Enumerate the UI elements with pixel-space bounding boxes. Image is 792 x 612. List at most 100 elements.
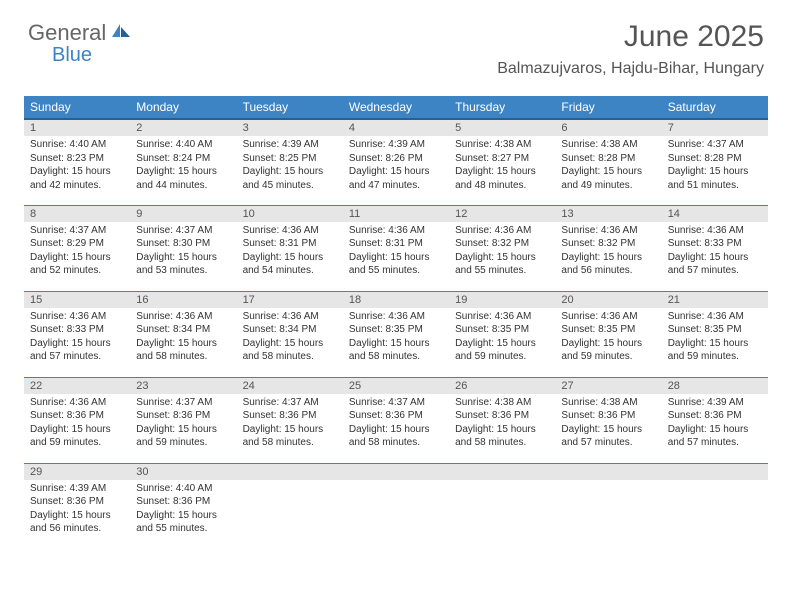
sun-info: Sunrise: 4:40 AMSunset: 8:36 PMDaylight:… (136, 482, 230, 536)
sun-info: Sunrise: 4:38 AMSunset: 8:27 PMDaylight:… (455, 138, 549, 192)
sun-info: Sunrise: 4:40 AMSunset: 8:24 PMDaylight:… (136, 138, 230, 192)
weekday-header: Saturday (662, 96, 768, 119)
calendar-week-row: 15 Sunrise: 4:36 AMSunset: 8:33 PMDayligh… (24, 291, 768, 377)
calendar-day-cell: 28Sunrise: 4:39 AMSunset: 8:36 PMDayligh… (662, 377, 768, 463)
sun-info: Sunrise: 4:39 AMSunset: 8:26 PMDaylight:… (349, 138, 443, 192)
day-info: Sunrise: 4:38 AMSunset: 8:28 PMDaylight:… (555, 138, 661, 196)
calendar-day-cell: 22 Sunrise: 4:36 AMSunset: 8:36 PMDayligh… (24, 377, 130, 463)
day-info: Sunrise: 4:36 AMSunset: 8:33 PMDaylight:… (24, 310, 130, 368)
day-number: 13 (555, 206, 661, 222)
weekday-header-row: SundayMondayTuesdayWednesdayThursdayFrid… (24, 96, 768, 119)
month-title: June 2025 (497, 20, 764, 54)
sun-info: Sunrise: 4:36 AMSunset: 8:35 PMDaylight:… (455, 310, 549, 364)
day-info: Sunrise: 4:40 AMSunset: 8:24 PMDaylight:… (130, 138, 236, 196)
calendar-day-cell: 17Sunrise: 4:36 AMSunset: 8:34 PMDayligh… (237, 291, 343, 377)
day-number: 6 (555, 120, 661, 136)
day-number: 26 (449, 378, 555, 394)
day-info: Sunrise: 4:36 AMSunset: 8:32 PMDaylight:… (555, 224, 661, 282)
calendar-day-cell: 16 Sunrise: 4:36 AMSunset: 8:34 PMDayligh… (130, 291, 236, 377)
day-info: Sunrise: 4:40 AMSunset: 8:36 PMDaylight:… (130, 482, 236, 540)
calendar-day-cell: 18 Sunrise: 4:36 AMSunset: 8:35 PMDayligh… (343, 291, 449, 377)
sun-info: Sunrise: 4:37 AMSunset: 8:28 PMDaylight:… (668, 138, 762, 192)
calendar-day-cell: 27Sunrise: 4:38 AMSunset: 8:36 PMDayligh… (555, 377, 661, 463)
calendar-day-cell (449, 463, 555, 549)
calendar-table: SundayMondayTuesdayWednesdayThursdayFrid… (24, 96, 768, 549)
calendar-day-cell: 14 Sunrise: 4:36 AMSunset: 8:33 PMDayligh… (662, 205, 768, 291)
calendar-day-cell: 29Sunrise: 4:39 AMSunset: 8:36 PMDayligh… (24, 463, 130, 549)
day-info: Sunrise: 4:36 AMSunset: 8:34 PMDaylight:… (237, 310, 343, 368)
calendar-day-cell: 24 Sunrise: 4:37 AMSunset: 8:36 PMDayligh… (237, 377, 343, 463)
location: Balmazujvaros, Hajdu-Bihar, Hungary (497, 60, 764, 78)
day-info: Sunrise: 4:37 AMSunset: 8:36 PMDaylight:… (343, 396, 449, 454)
day-number: 8 (24, 206, 130, 222)
day-number: 20 (555, 292, 661, 308)
calendar-day-cell: 20 Sunrise: 4:36 AMSunset: 8:35 PMDayligh… (555, 291, 661, 377)
day-info: Sunrise: 4:36 AMSunset: 8:35 PMDaylight:… (662, 310, 768, 368)
day-number: 24 (237, 378, 343, 394)
day-number: 14 (662, 206, 768, 222)
day-info: Sunrise: 4:37 AMSunset: 8:36 PMDaylight:… (130, 396, 236, 454)
day-number: 21 (662, 292, 768, 308)
empty-day (555, 464, 661, 480)
sun-info: Sunrise: 4:39 AMSunset: 8:36 PMDaylight:… (668, 396, 762, 450)
sun-info: Sunrise: 4:36 AMSunset: 8:32 PMDaylight:… (455, 224, 549, 278)
day-number: 3 (237, 120, 343, 136)
calendar-day-cell: 7 Sunrise: 4:37 AMSunset: 8:28 PMDaylight… (662, 119, 768, 205)
day-number: 10 (237, 206, 343, 222)
sun-info: Sunrise: 4:38 AMSunset: 8:36 PMDaylight:… (561, 396, 655, 450)
sun-info: Sunrise: 4:40 AMSunset: 8:23 PMDaylight:… (30, 138, 124, 192)
calendar-day-cell: 1 Sunrise: 4:40 AMSunset: 8:23 PMDaylight… (24, 119, 130, 205)
day-info: Sunrise: 4:39 AMSunset: 8:26 PMDaylight:… (343, 138, 449, 196)
calendar-day-cell (237, 463, 343, 549)
calendar-day-cell: 23 Sunrise: 4:37 AMSunset: 8:36 PMDayligh… (130, 377, 236, 463)
day-info: Sunrise: 4:36 AMSunset: 8:32 PMDaylight:… (449, 224, 555, 282)
day-info: Sunrise: 4:38 AMSunset: 8:36 PMDaylight:… (449, 396, 555, 454)
day-number: 18 (343, 292, 449, 308)
empty-day (237, 464, 343, 480)
sun-info: Sunrise: 4:36 AMSunset: 8:32 PMDaylight:… (561, 224, 655, 278)
day-number: 22 (24, 378, 130, 394)
calendar-week-row: 8 Sunrise: 4:37 AMSunset: 8:29 PMDaylight… (24, 205, 768, 291)
day-info: Sunrise: 4:36 AMSunset: 8:31 PMDaylight:… (343, 224, 449, 282)
calendar-day-cell: 19Sunrise: 4:36 AMSunset: 8:35 PMDayligh… (449, 291, 555, 377)
calendar-day-cell (555, 463, 661, 549)
day-info: Sunrise: 4:36 AMSunset: 8:35 PMDaylight:… (555, 310, 661, 368)
calendar-day-cell: 30 Sunrise: 4:40 AMSunset: 8:36 PMDayligh… (130, 463, 236, 549)
day-number: 4 (343, 120, 449, 136)
logo-text-general: General (28, 20, 106, 46)
calendar-day-cell: 3Sunrise: 4:39 AMSunset: 8:25 PMDaylight… (237, 119, 343, 205)
day-number: 12 (449, 206, 555, 222)
day-info: Sunrise: 4:36 AMSunset: 8:33 PMDaylight:… (662, 224, 768, 282)
weekday-header: Thursday (449, 96, 555, 119)
day-info: Sunrise: 4:36 AMSunset: 8:31 PMDaylight:… (237, 224, 343, 282)
logo-sail-icon (110, 20, 132, 46)
day-number: 25 (343, 378, 449, 394)
calendar-day-cell: 8 Sunrise: 4:37 AMSunset: 8:29 PMDaylight… (24, 205, 130, 291)
day-number: 23 (130, 378, 236, 394)
day-number: 7 (662, 120, 768, 136)
day-info: Sunrise: 4:36 AMSunset: 8:35 PMDaylight:… (449, 310, 555, 368)
day-info: Sunrise: 4:39 AMSunset: 8:36 PMDaylight:… (662, 396, 768, 454)
weekday-header: Tuesday (237, 96, 343, 119)
logo-text-blue: Blue (52, 44, 92, 67)
day-number: 2 (130, 120, 236, 136)
calendar-week-row: 22 Sunrise: 4:36 AMSunset: 8:36 PMDayligh… (24, 377, 768, 463)
day-number: 1 (24, 120, 130, 136)
day-number: 15 (24, 292, 130, 308)
day-info: Sunrise: 4:37 AMSunset: 8:36 PMDaylight:… (237, 396, 343, 454)
calendar-day-cell: 15 Sunrise: 4:36 AMSunset: 8:33 PMDayligh… (24, 291, 130, 377)
day-number: 29 (24, 464, 130, 480)
calendar-day-cell: 4 Sunrise: 4:39 AMSunset: 8:26 PMDaylight… (343, 119, 449, 205)
day-info: Sunrise: 4:36 AMSunset: 8:35 PMDaylight:… (343, 310, 449, 368)
day-info: Sunrise: 4:37 AMSunset: 8:29 PMDaylight:… (24, 224, 130, 282)
sun-info: Sunrise: 4:36 AMSunset: 8:33 PMDaylight:… (668, 224, 762, 278)
weekday-header: Sunday (24, 96, 130, 119)
sun-info: Sunrise: 4:37 AMSunset: 8:36 PMDaylight:… (349, 396, 443, 450)
empty-day (662, 464, 768, 480)
day-number: 30 (130, 464, 236, 480)
calendar-day-cell: 26 Sunrise: 4:38 AMSunset: 8:36 PMDayligh… (449, 377, 555, 463)
sun-info: Sunrise: 4:36 AMSunset: 8:36 PMDaylight:… (30, 396, 124, 450)
day-number: 16 (130, 292, 236, 308)
sun-info: Sunrise: 4:37 AMSunset: 8:36 PMDaylight:… (136, 396, 230, 450)
sun-info: Sunrise: 4:36 AMSunset: 8:34 PMDaylight:… (136, 310, 230, 364)
